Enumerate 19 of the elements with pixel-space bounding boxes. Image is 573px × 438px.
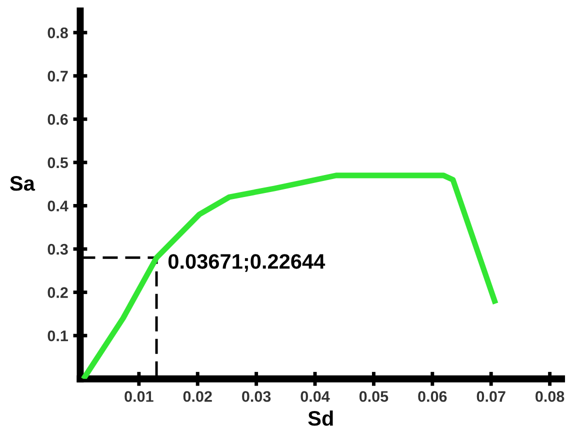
x-tick-label: 0.05 [359, 391, 388, 402]
y-tick-label: 0.6 [48, 114, 68, 125]
x-tick-label: 0.04 [300, 391, 330, 402]
y-tick-label: 0.3 [48, 244, 68, 255]
x-tick-label: 0.07 [476, 391, 506, 402]
y-axis-title: Sa [10, 176, 36, 191]
y-tick-label: 0.4 [48, 200, 68, 212]
x-tick-label: 0.01 [124, 391, 154, 402]
y-tick-label: 0.8 [48, 27, 68, 38]
y-tick-label: 0.5 [48, 157, 68, 168]
y-tick-label: 0.2 [48, 287, 68, 298]
annotation: 0.03671;0.22644 [168, 254, 326, 272]
x-axis-title: Sd [308, 410, 333, 426]
x-tick-label: 0.08 [536, 391, 564, 402]
x-tick-label: 0.02 [183, 391, 212, 402]
x-tick-label: 0.03 [242, 391, 271, 402]
x-tick-label: 0.06 [418, 391, 447, 402]
y-tick-label: 0.1 [48, 330, 68, 342]
y-tick-label: 0.7 [48, 70, 68, 82]
